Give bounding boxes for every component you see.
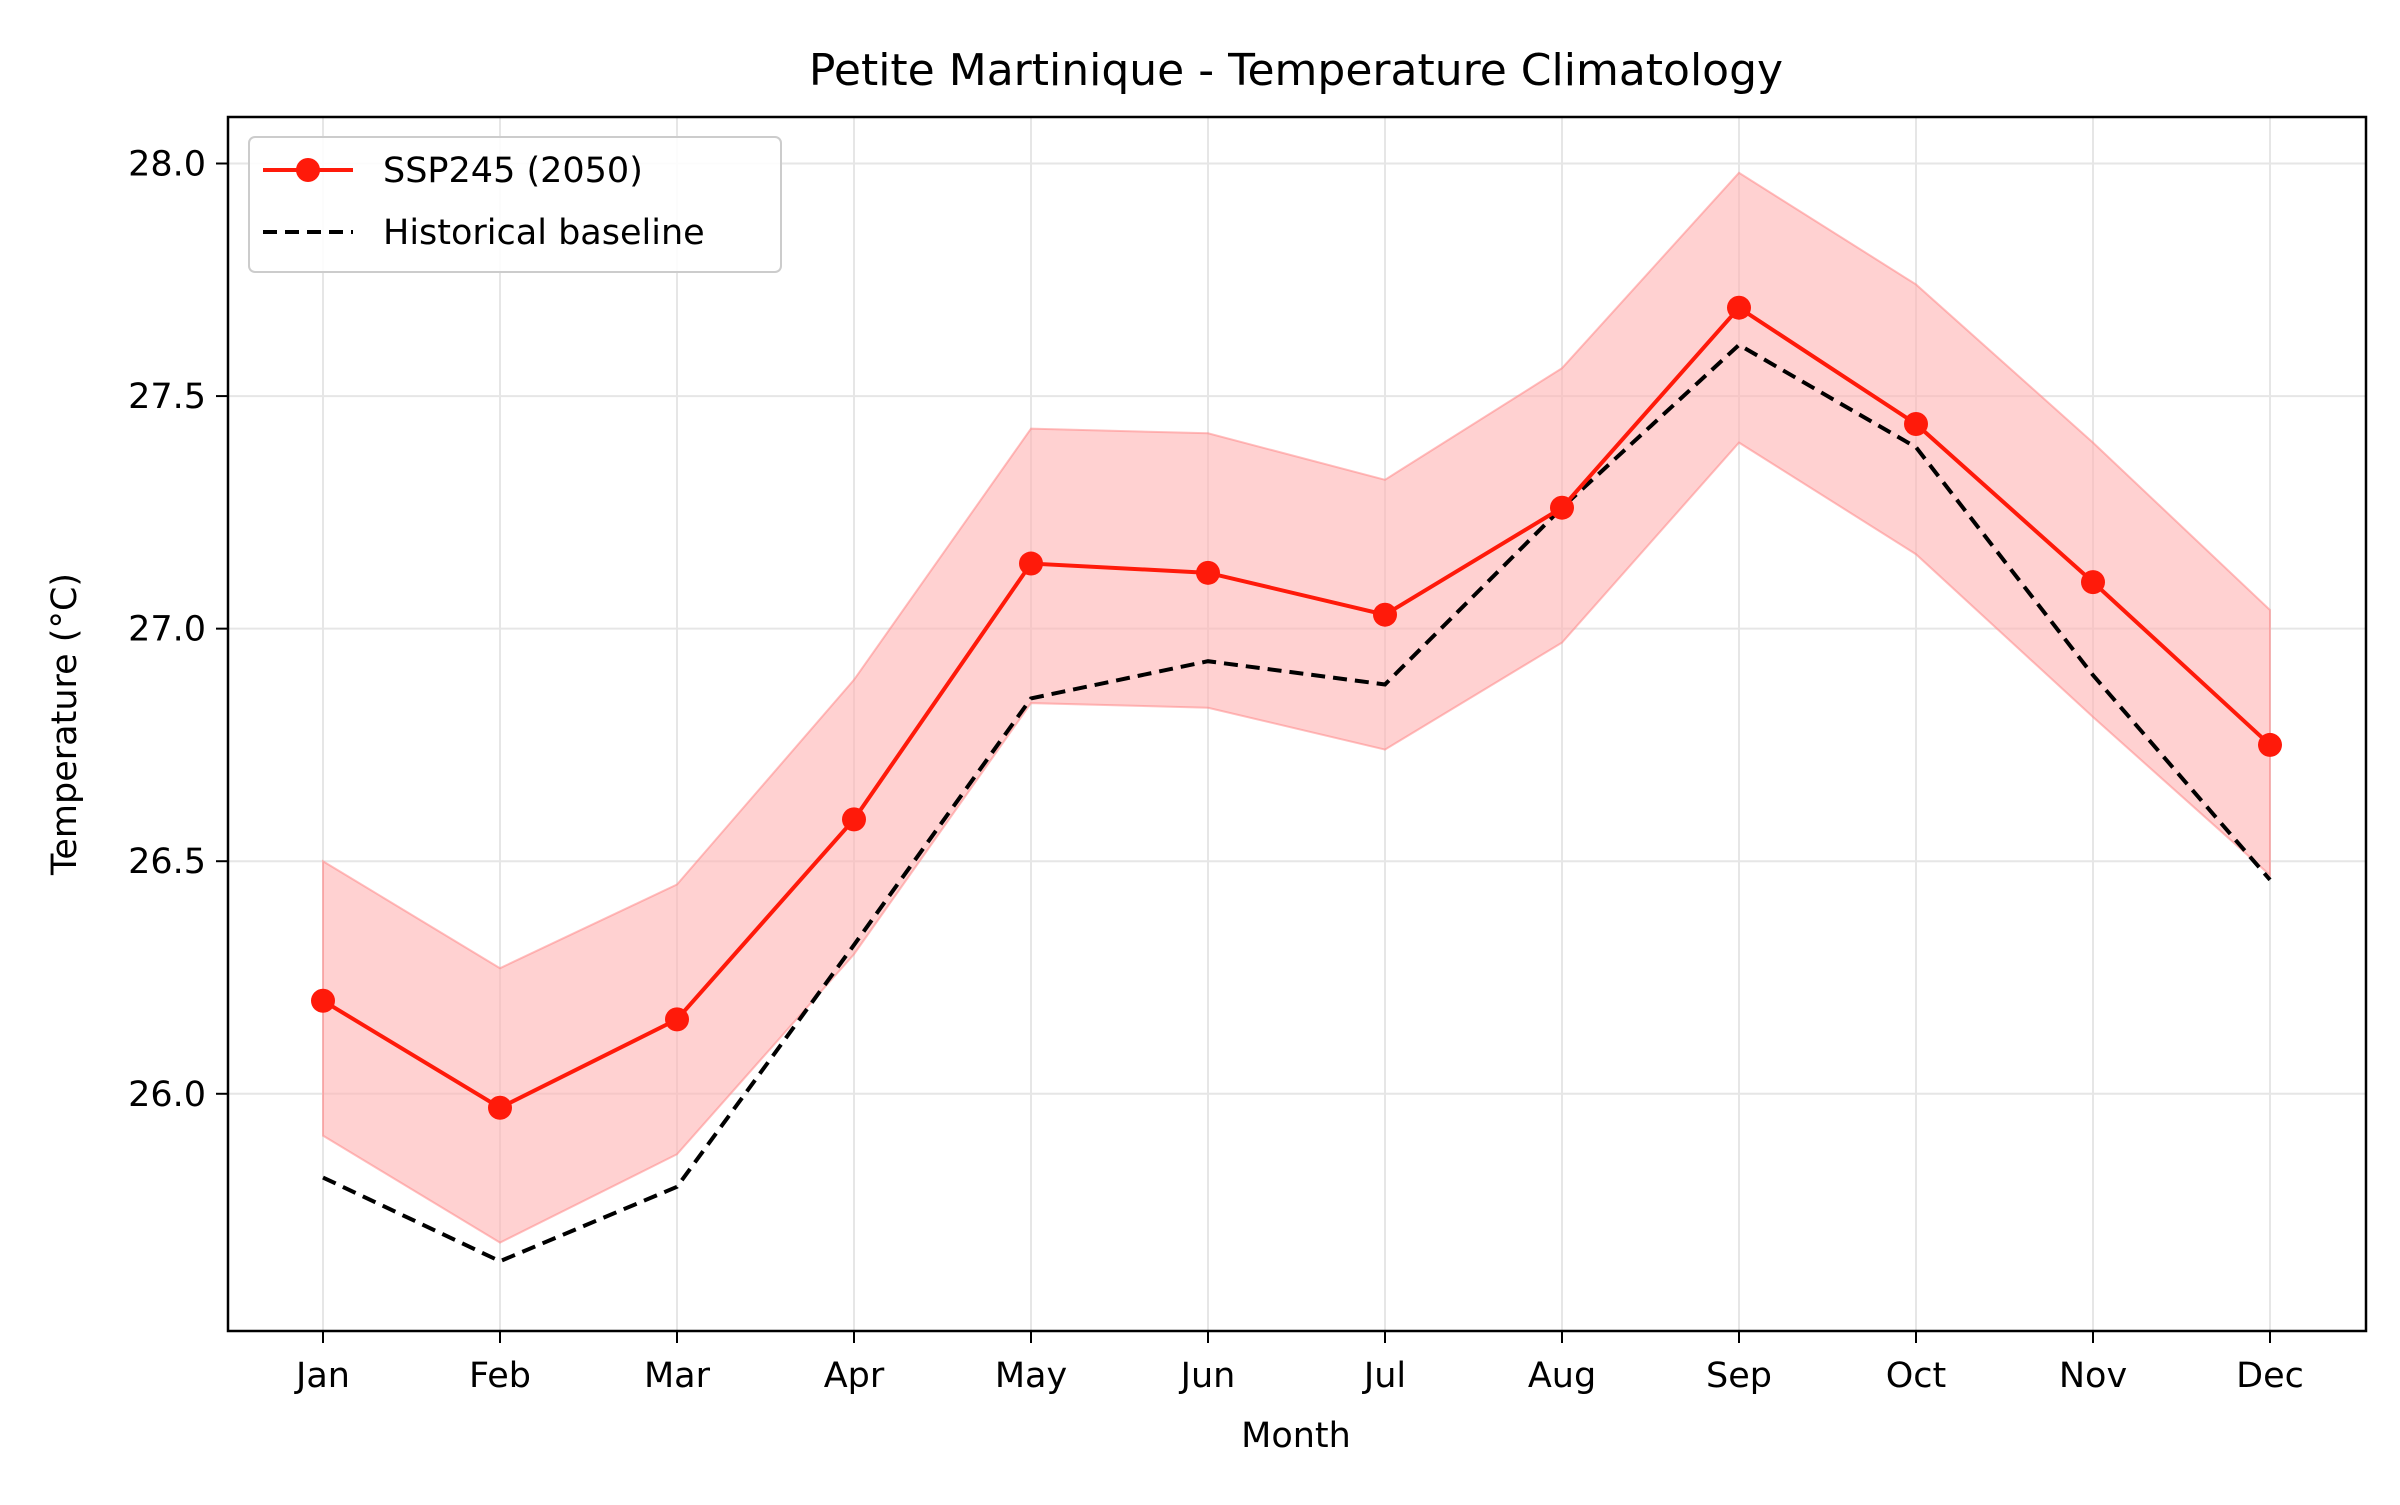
y-axis-ticks: 26.0 26.5 27.0 27.5 28.0 (128, 145, 228, 1115)
plot-frame (226, 115, 2368, 1333)
legend-label-ssp245: SSP245 (2050) (383, 151, 643, 191)
ssp245-data-point (665, 1007, 689, 1032)
ssp245-data-point (2081, 570, 2105, 595)
x-tick-label: Mar (644, 1356, 711, 1396)
x-tick-label: Jan (294, 1356, 350, 1396)
ssp245-data-point (1727, 295, 1751, 320)
legend-box (248, 136, 782, 273)
ssp245-data-point (842, 807, 866, 832)
legend: SSP245 (2050) Historical baseline (248, 136, 782, 273)
y-tick-label: 27.0 (128, 610, 206, 650)
x-tick-label: Nov (2059, 1356, 2127, 1396)
legend-label-historical-baseline: Historical baseline (383, 213, 705, 253)
uncertainty-band (322, 171, 2271, 1244)
x-tick-label: May (995, 1356, 1067, 1396)
chart-title: Petite Martinique - Temperature Climatol… (809, 45, 1783, 96)
x-tick-label: Aug (1528, 1356, 1596, 1396)
uncertainty-band-layer (322, 171, 2271, 1244)
x-axis-ticks: Jan Feb Mar Apr May Jun Jul Aug Sep Oct Nov Dec (294, 1331, 2304, 1396)
ssp245-data-point (1196, 560, 1220, 585)
ssp245-data-point (1373, 602, 1397, 627)
ssp245-data-point (1019, 551, 1043, 576)
x-tick-label: Dec (2236, 1356, 2304, 1396)
series-line-ssp245 (321, 305, 2272, 1111)
y-tick-label: 26.0 (128, 1075, 206, 1115)
y-tick-label: 28.0 (128, 145, 206, 185)
ssp245-data-point (1550, 495, 1574, 520)
ssp245-data-point (488, 1095, 512, 1120)
y-tick-label: 27.5 (128, 377, 206, 417)
x-tick-label: Apr (824, 1356, 885, 1396)
x-tick-label: Jun (1179, 1356, 1236, 1396)
x-tick-label: Sep (1706, 1356, 1772, 1396)
ssp245-data-point (2258, 732, 2282, 757)
series-layer (311, 295, 2282, 1264)
y-axis-label: Temperature (°C) (45, 573, 85, 876)
y-tick-label: 26.5 (128, 842, 206, 882)
ssp245-data-point (1904, 411, 1928, 436)
x-tick-label: Jul (1362, 1356, 1406, 1396)
series-line-historical-baseline (322, 342, 2272, 1264)
x-tick-label: Feb (469, 1356, 531, 1396)
legend-marker-ssp245 (296, 158, 320, 182)
ssp245-data-point (311, 988, 335, 1013)
x-tick-label: Oct (1886, 1356, 1947, 1396)
x-axis-label: Month (1241, 1416, 1351, 1456)
